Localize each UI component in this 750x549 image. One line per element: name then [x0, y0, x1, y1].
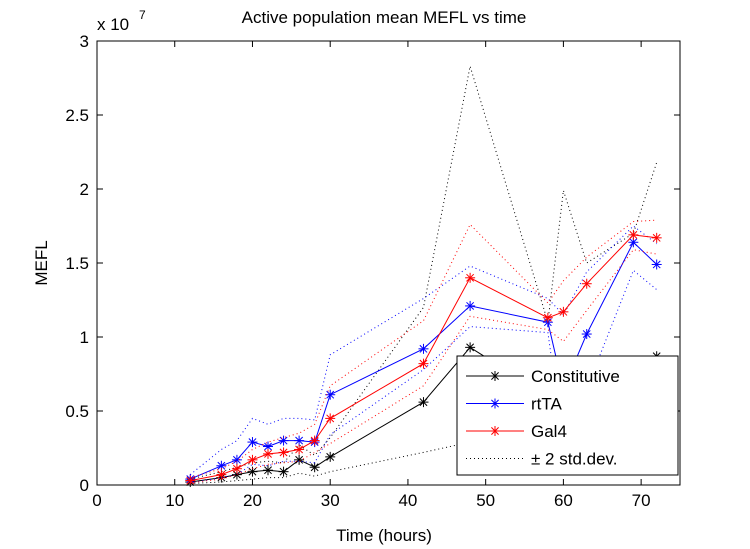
y-tick-label: 0: [80, 476, 89, 495]
y-tick-label: 1: [80, 328, 89, 347]
chart-title: Active population mean MEFL vs time: [242, 8, 527, 27]
y-axis-title: MEFL: [32, 240, 51, 285]
point-gal4: [247, 454, 258, 465]
point-constitutive: [231, 469, 242, 480]
point-gal4: [278, 447, 289, 458]
point-rtta: [294, 435, 305, 446]
legend-label: ± 2 std.dev.: [531, 450, 618, 469]
band-upper-constitutive: [190, 66, 658, 480]
legend-label: Constitutive: [531, 367, 620, 386]
point-gal4: [628, 229, 639, 240]
point-gal4: [558, 306, 569, 317]
x-tick-label: 30: [321, 491, 340, 510]
point-gal4: [325, 413, 336, 424]
band-lower-rtta: [190, 269, 658, 484]
point-rtta: [418, 343, 429, 354]
point-gal4: [294, 444, 305, 455]
point-rtta: [231, 454, 242, 465]
y-tick-label: 0.5: [65, 402, 89, 421]
legend-entry-rtta: rtTA: [466, 395, 563, 414]
legend-marker: [490, 426, 500, 436]
point-gal4: [309, 435, 320, 446]
y-tick-label: 2: [80, 180, 89, 199]
point-gal4: [542, 312, 553, 323]
y-tick-label: 3: [80, 32, 89, 51]
point-constitutive: [309, 462, 320, 473]
x-tick-label: 10: [165, 491, 184, 510]
legend-label: Gal4: [531, 422, 567, 441]
y-tick-label: 2.5: [65, 106, 89, 125]
point-rtta: [651, 259, 662, 270]
legend-label: rtTA: [531, 395, 563, 414]
point-gal4: [231, 463, 242, 474]
legend-entry-constitutive: Constitutive: [466, 367, 620, 386]
x-tick-label: 70: [632, 491, 651, 510]
point-rtta: [581, 329, 592, 340]
point-constitutive: [325, 451, 336, 462]
y-exponent-base: x 10: [97, 15, 129, 34]
x-tick-label: 0: [92, 491, 101, 510]
y-tick-label: 1.5: [65, 254, 89, 273]
point-constitutive: [263, 465, 274, 476]
point-gal4: [185, 475, 196, 486]
legend-entry-2-std-dev: ± 2 std.dev.: [466, 450, 618, 469]
legend-marker: [490, 398, 500, 409]
point-rtta: [278, 435, 289, 446]
point-gal4: [581, 278, 592, 289]
point-rtta: [465, 300, 476, 311]
point-constitutive: [418, 397, 429, 408]
point-gal4: [651, 232, 662, 243]
series-gal4: [185, 219, 662, 486]
point-gal4: [216, 469, 227, 480]
x-tick-label: 40: [398, 491, 417, 510]
x-axis-title: Time (hours): [336, 526, 432, 545]
series-layer: [185, 66, 662, 488]
point-rtta: [247, 437, 258, 448]
legend: Constitutive rtTA Gal4 ± 2 std.dev.: [456, 355, 679, 476]
point-constitutive: [465, 342, 476, 353]
legend-marker: [490, 371, 500, 381]
point-gal4: [465, 272, 476, 283]
point-rtta: [263, 441, 274, 452]
point-gal4: [263, 448, 274, 459]
band-upper-gal4: [190, 219, 657, 479]
legend-entries: Constitutive rtTA Gal4 ± 2 std.dev.: [466, 367, 620, 469]
legend-entry-gal4: Gal4: [466, 422, 567, 441]
y-exponent-power: 7: [139, 8, 146, 22]
ticks-layer: 0 10 20 30 40 50 60 70 0 0.5 1 1.5 2 2.5 3: [65, 32, 680, 510]
x-tick-label: 60: [554, 491, 573, 510]
x-tick-label: 50: [476, 491, 495, 510]
point-constitutive: [294, 454, 305, 465]
point-constitutive: [247, 466, 258, 477]
x-tick-label: 20: [243, 491, 262, 510]
line-gal4: [190, 234, 657, 482]
point-constitutive: [278, 466, 289, 477]
point-gal4: [418, 358, 429, 369]
y-exponent-label: x 10 7: [97, 8, 146, 34]
